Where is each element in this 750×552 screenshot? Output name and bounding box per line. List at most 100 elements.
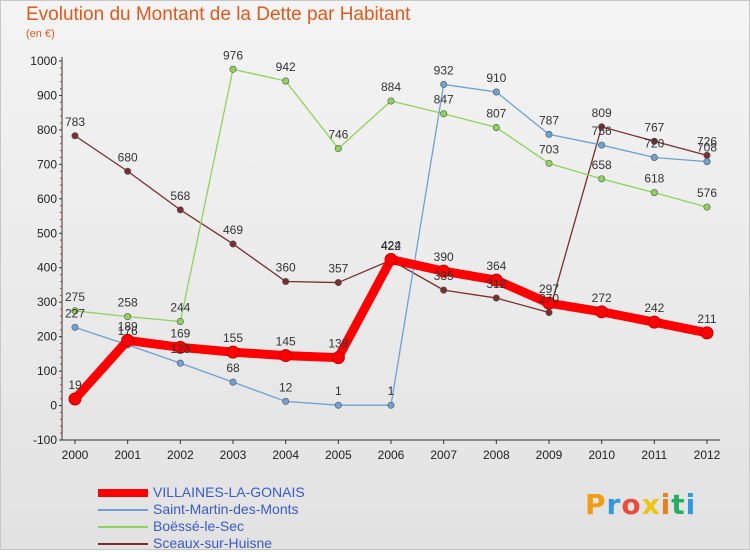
y-tick-label: 600 xyxy=(37,192,57,206)
data-label: 360 xyxy=(276,261,296,275)
data-point xyxy=(437,264,451,278)
data-label: 422 xyxy=(381,239,401,253)
data-label: 680 xyxy=(118,150,138,164)
data-label: 726 xyxy=(697,134,717,148)
data-label: 807 xyxy=(486,106,506,120)
data-label: 390 xyxy=(434,250,454,264)
data-label: 910 xyxy=(486,71,506,85)
data-point xyxy=(71,307,79,315)
data-point xyxy=(176,317,184,325)
data-point xyxy=(331,351,345,365)
data-label: 809 xyxy=(592,106,612,120)
data-point xyxy=(650,189,658,197)
data-point xyxy=(545,159,553,167)
data-label: 1 xyxy=(388,384,395,398)
legend-label: Saint-Martin-des-Monts xyxy=(153,501,299,517)
data-point xyxy=(489,273,503,287)
data-point xyxy=(647,315,661,329)
data-point xyxy=(71,132,79,140)
data-label: 297 xyxy=(539,282,559,296)
data-label: 189 xyxy=(118,319,138,333)
data-label: 272 xyxy=(592,291,612,305)
data-label: 244 xyxy=(170,300,190,314)
data-point xyxy=(542,296,556,310)
data-label: 976 xyxy=(223,48,243,62)
data-label: 703 xyxy=(539,142,559,156)
data-label: 783 xyxy=(65,115,85,129)
y-tick-label: 400 xyxy=(37,261,57,275)
chart-unit-label: (en €) xyxy=(26,28,55,40)
data-label: 270 xyxy=(539,292,559,306)
data-point xyxy=(176,206,184,214)
proxiti-logo: Proxiti xyxy=(585,488,696,521)
data-label: 746 xyxy=(328,128,348,142)
y-tick-label: 500 xyxy=(37,226,57,240)
legend-label: Boëssé-le-Sec xyxy=(153,518,245,534)
data-point xyxy=(121,333,135,347)
data-point xyxy=(176,359,184,367)
data-label: 242 xyxy=(644,301,664,315)
logo-letter: i xyxy=(685,488,697,521)
data-point xyxy=(387,97,395,105)
data-point xyxy=(598,175,606,183)
x-tick-label: 2011 xyxy=(641,448,667,462)
data-label: 884 xyxy=(381,80,401,94)
data-point xyxy=(440,286,448,294)
data-label: 469 xyxy=(223,223,243,237)
data-label: 756 xyxy=(592,124,612,138)
data-label: 618 xyxy=(644,172,664,186)
legend-swatch xyxy=(98,543,148,545)
chart-title: Evolution du Montant de la Dette par Hab… xyxy=(26,4,411,25)
data-point xyxy=(124,313,132,321)
data-point xyxy=(334,145,342,153)
data-point xyxy=(703,158,711,166)
data-point xyxy=(226,345,240,359)
x-tick-label: 2006 xyxy=(378,448,405,462)
data-label: 139 xyxy=(328,337,348,351)
data-label: 658 xyxy=(592,158,612,172)
data-point xyxy=(68,392,82,406)
logo-letter: r xyxy=(606,488,622,521)
y-tick-label: 700 xyxy=(37,157,57,171)
data-point xyxy=(440,80,448,88)
data-label: 275 xyxy=(65,290,85,304)
series-layer xyxy=(68,65,714,409)
x-tick-label: 2000 xyxy=(62,448,89,462)
x-tick-label: 2012 xyxy=(694,448,721,462)
data-point xyxy=(598,123,606,131)
data-point xyxy=(334,279,342,287)
data-point xyxy=(387,401,395,409)
data-label: 708 xyxy=(697,141,717,155)
data-label: 847 xyxy=(434,93,454,107)
data-point xyxy=(124,167,132,175)
data-point xyxy=(700,326,714,340)
x-tick-label: 2005 xyxy=(325,448,352,462)
x-tick-label: 2002 xyxy=(167,448,194,462)
y-tick-label: -100 xyxy=(33,433,57,447)
data-label: 720 xyxy=(644,136,664,150)
y-tick-label: 900 xyxy=(37,88,57,102)
x-tick-label: 2004 xyxy=(272,448,299,462)
y-tick-label: 300 xyxy=(37,295,57,309)
x-tick-label: 2009 xyxy=(536,448,563,462)
logo-letter: P xyxy=(585,488,607,521)
data-point xyxy=(545,130,553,138)
x-tick-label: 2001 xyxy=(114,448,141,462)
data-point xyxy=(282,278,290,286)
x-tick-label: 2007 xyxy=(430,448,457,462)
data-point xyxy=(492,294,500,302)
data-point xyxy=(492,88,500,96)
data-label: 169 xyxy=(170,326,190,340)
y-tick-label: 1000 xyxy=(30,54,57,68)
data-label: 767 xyxy=(644,120,664,134)
data-point xyxy=(279,349,293,363)
legend-swatch xyxy=(98,509,148,511)
legend-swatch xyxy=(98,526,148,528)
data-label: 357 xyxy=(328,262,348,276)
data-label: 942 xyxy=(276,60,296,74)
data-point xyxy=(703,203,711,211)
series-line-3 xyxy=(74,126,708,314)
data-point xyxy=(384,252,398,266)
data-label: 335 xyxy=(434,269,454,283)
logo-letter: x xyxy=(641,488,661,521)
